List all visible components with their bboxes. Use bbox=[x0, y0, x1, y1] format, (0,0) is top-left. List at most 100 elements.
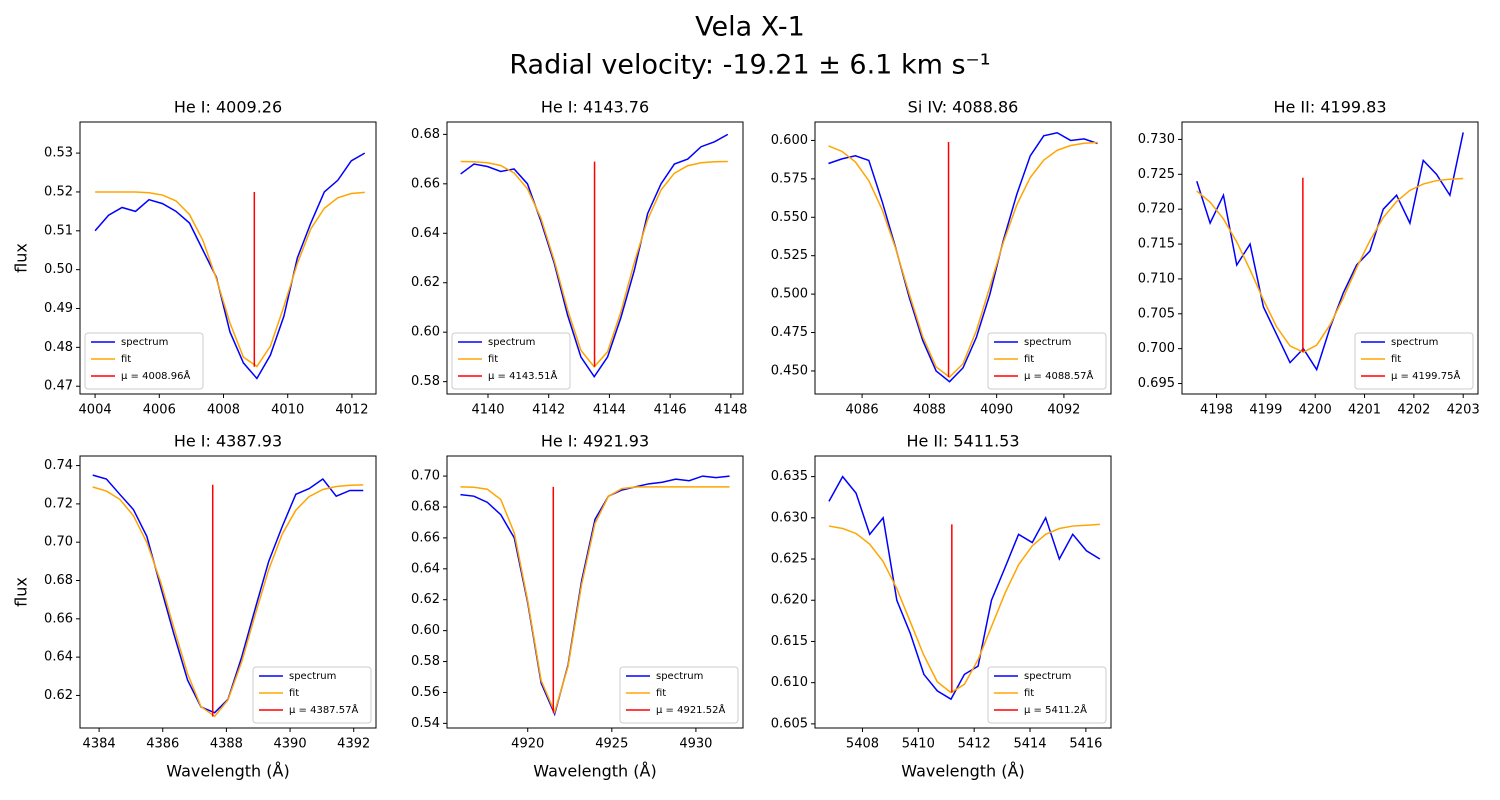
series-line bbox=[460, 486, 730, 715]
y-tick-label: 0.605 bbox=[771, 716, 808, 731]
x-tick-label: 4144 bbox=[593, 403, 626, 418]
x-tick-label: 4148 bbox=[714, 403, 747, 418]
y-tick-label: 0.575 bbox=[771, 171, 808, 186]
y-tick-label: 0.66 bbox=[411, 530, 440, 545]
figure-title: Vela X-1 bbox=[695, 12, 805, 43]
legend: spectrum fit μ = 5411.2Å bbox=[987, 666, 1107, 724]
legend-label: μ = 4008.96Å bbox=[121, 369, 190, 382]
y-tick-label: 0.64 bbox=[44, 650, 73, 665]
x-tick-label: 4392 bbox=[337, 737, 370, 752]
legend-label: fit bbox=[656, 688, 666, 699]
plot-area bbox=[1196, 132, 1464, 372]
legend: spectrum fit μ = 4921.52Å bbox=[619, 666, 739, 724]
legend-label: spectrum bbox=[1024, 671, 1071, 682]
legend-label: μ = 4143.51Å bbox=[488, 369, 557, 382]
figure-subtitle: Radial velocity: -19.21 ± 6.1 km s⁻¹ bbox=[509, 50, 990, 81]
legend-label: μ = 4921.52Å bbox=[656, 703, 725, 716]
plot-area bbox=[460, 475, 730, 717]
plot-area bbox=[92, 474, 364, 718]
series-line bbox=[95, 191, 365, 368]
legend-box bbox=[451, 332, 571, 390]
x-tick-label: 4925 bbox=[595, 737, 628, 752]
subplot-title: He I: 4921.93 bbox=[541, 432, 649, 451]
y-tick-label: 0.630 bbox=[771, 510, 808, 525]
axes-frame bbox=[79, 455, 377, 729]
y-tick-label: 0.600 bbox=[771, 133, 808, 148]
legend: spectrum fit μ = 4088.57Å bbox=[987, 332, 1107, 390]
legend-box bbox=[84, 332, 204, 390]
y-tick-label: 0.70 bbox=[44, 535, 73, 550]
y-tick-label: 0.74 bbox=[44, 458, 73, 473]
legend-label: fit bbox=[121, 354, 131, 365]
plot-area bbox=[94, 152, 366, 380]
y-tick-label: 0.695 bbox=[1138, 376, 1175, 391]
x-tick-label: 4920 bbox=[511, 737, 544, 752]
subplot: He II: 5411.53 5408 5410 5412 5414 5416 0.605 0… bbox=[771, 432, 1112, 781]
y-tick-label: 0.72 bbox=[44, 496, 73, 511]
x-tick-label: 5416 bbox=[1069, 737, 1102, 752]
y-tick-label: 0.450 bbox=[771, 363, 808, 378]
x-tick-label: 4004 bbox=[79, 403, 112, 418]
x-tick-label: 4388 bbox=[210, 737, 243, 752]
x-tick-label: 4384 bbox=[83, 737, 116, 752]
legend-box bbox=[987, 332, 1107, 390]
y-tick-label: 0.62 bbox=[411, 275, 440, 290]
legend-label: fit bbox=[289, 688, 299, 699]
subplot-title: He II: 4199.83 bbox=[1273, 98, 1386, 117]
subplot-title: He II: 5411.53 bbox=[906, 432, 1019, 451]
x-tick-label: 4088 bbox=[913, 403, 946, 418]
series-line bbox=[460, 133, 729, 379]
axes-frame bbox=[446, 455, 744, 729]
legend-label: μ = 5411.2Å bbox=[1024, 703, 1087, 716]
x-tick-label: 4386 bbox=[146, 737, 179, 752]
y-tick-label: 0.64 bbox=[411, 226, 440, 241]
subplot: He II: 4199.83 4198 4199 4200 4201 4202 4203 0.… bbox=[1138, 98, 1480, 418]
y-tick-label: 0.700 bbox=[1138, 341, 1175, 356]
legend-box bbox=[987, 666, 1107, 724]
x-tick-label: 4090 bbox=[980, 403, 1013, 418]
plot-area bbox=[828, 475, 1101, 701]
y-tick-label: 0.62 bbox=[44, 688, 73, 703]
x-tick-label: 5410 bbox=[902, 737, 935, 752]
y-tick-label: 0.56 bbox=[411, 685, 440, 700]
legend-label: spectrum bbox=[656, 671, 703, 682]
x-tick-label: 5408 bbox=[846, 737, 879, 752]
y-axis-label: flux bbox=[12, 243, 31, 273]
x-tick-label: 4012 bbox=[335, 403, 368, 418]
y-tick-label: 0.500 bbox=[771, 287, 808, 302]
subplot: He I: 4009.26 4004 4006 4008 4010 4012 0.47 0.4… bbox=[12, 98, 377, 418]
x-tick-label: 5412 bbox=[958, 737, 991, 752]
legend-label: fit bbox=[488, 354, 498, 365]
y-tick-label: 0.64 bbox=[411, 561, 440, 576]
axes-frame bbox=[446, 121, 744, 395]
series-line bbox=[1196, 132, 1464, 372]
y-tick-label: 0.68 bbox=[411, 500, 440, 515]
subplot: Si IV: 4088.86 4086 4088 4090 4092 0.450 0.475… bbox=[771, 98, 1112, 418]
y-tick-label: 0.715 bbox=[1138, 237, 1175, 252]
y-tick-label: 0.54 bbox=[411, 716, 440, 731]
series-line bbox=[460, 475, 730, 717]
x-tick-label: 4092 bbox=[1047, 403, 1080, 418]
y-tick-label: 0.62 bbox=[411, 592, 440, 607]
legend: spectrum fit μ = 4008.96Å bbox=[84, 332, 204, 390]
legend-label: spectrum bbox=[1024, 337, 1071, 348]
legend: spectrum fit μ = 4199.75Å bbox=[1354, 332, 1474, 390]
series-line bbox=[828, 523, 1100, 694]
legend-label: spectrum bbox=[289, 671, 336, 682]
y-tick-label: 0.475 bbox=[771, 325, 808, 340]
y-tick-label: 0.68 bbox=[44, 573, 73, 588]
x-axis-label: Wavelength (Å) bbox=[166, 762, 289, 781]
legend-label: fit bbox=[1024, 688, 1034, 699]
legend-label: spectrum bbox=[121, 337, 168, 348]
x-tick-label: 4140 bbox=[471, 403, 504, 418]
legend-label: fit bbox=[1391, 354, 1401, 365]
y-tick-label: 0.60 bbox=[411, 623, 440, 638]
y-tick-label: 0.720 bbox=[1138, 202, 1175, 217]
series-line bbox=[828, 475, 1101, 701]
x-tick-label: 4203 bbox=[1447, 403, 1480, 418]
x-tick-label: 4390 bbox=[274, 737, 307, 752]
legend: spectrum fit μ = 4387.57Å bbox=[252, 666, 372, 724]
y-tick-label: 0.53 bbox=[44, 146, 73, 161]
